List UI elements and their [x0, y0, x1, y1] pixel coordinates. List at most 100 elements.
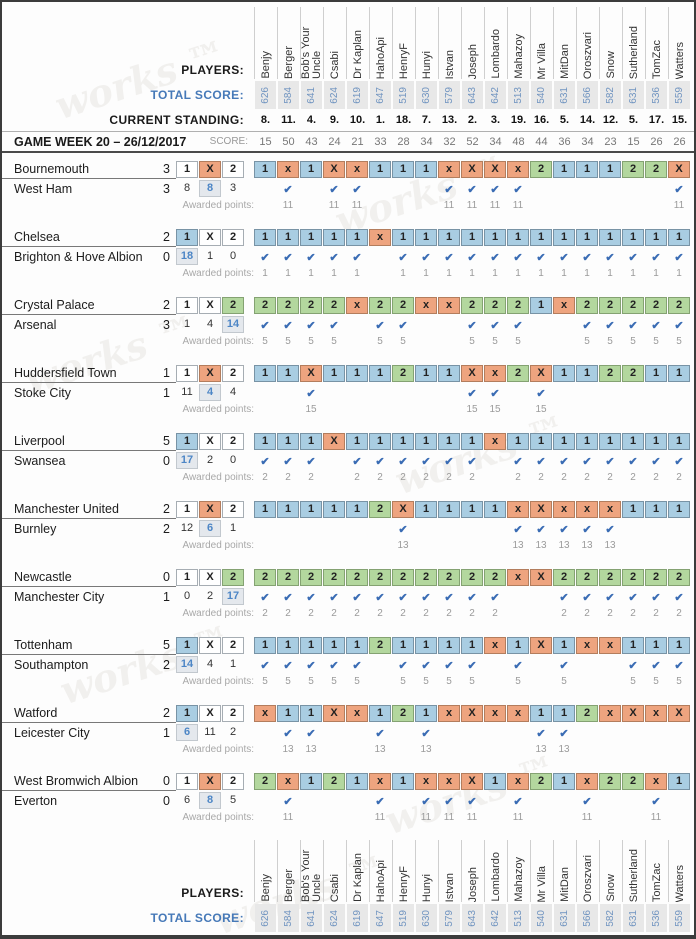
check-icon: ✔	[421, 252, 431, 264]
check-cell: ✔	[438, 588, 460, 605]
player-total-score: 641	[306, 909, 317, 927]
check-cell: ✔	[461, 452, 483, 469]
players-label: PLAYERS:	[181, 63, 244, 77]
player-total-score: 626	[260, 86, 271, 104]
prediction-cell: x	[438, 773, 460, 790]
check-icon: ✔	[283, 592, 293, 604]
awarded-points-value: 2	[676, 472, 682, 483]
player-name: TomZac	[650, 862, 663, 902]
player-total-cell: 630	[416, 81, 437, 109]
spacer	[245, 383, 254, 402]
home-team-score: 0	[163, 774, 170, 788]
away-team: Brighton & Hove Albion 0	[2, 247, 176, 266]
check-cell: ✔	[530, 248, 552, 265]
player-name-cell: Bob's Your Uncle	[300, 7, 323, 79]
player-name: TomZac	[650, 39, 663, 79]
player-name-cell: Snow	[599, 7, 622, 79]
prediction-cell: 2	[484, 569, 506, 586]
match-home-row: Chelsea 2 1 X 2 1 1 1 1 1 x 1 1 1 1 1 1 1 1 1 1 1 1 1	[2, 228, 694, 247]
result-header-cell: X	[199, 705, 221, 722]
result-header-cell: 2	[222, 637, 244, 654]
match-points-row: Awarded points: 11 11 11 11 11 11 11 11	[2, 198, 694, 213]
spacer	[245, 247, 254, 266]
awarded-points-value: 1	[515, 268, 521, 279]
check-cell: ✔	[300, 724, 322, 741]
check-icon: ✔	[444, 252, 454, 264]
check-cell: ✔	[369, 724, 391, 741]
home-team: Tottenham 5	[2, 636, 176, 655]
prediction-cell: X	[300, 365, 322, 382]
player-week-score: 26	[673, 135, 686, 148]
awarded-points-value: 15	[489, 404, 501, 415]
check-cell: ✔	[553, 656, 575, 673]
prediction-cell: 2	[346, 569, 368, 586]
check-cell	[507, 724, 529, 741]
check-cell: ✔	[507, 316, 529, 333]
prediction-cell: 1	[300, 161, 322, 178]
prediction-cell: 2	[599, 773, 621, 790]
away-team-name: Burnley	[14, 521, 57, 536]
prediction-cell: X	[392, 501, 414, 518]
player-total-cell: 631	[554, 904, 575, 932]
current-standing-row: CURRENT STANDING:8.11.4.9.10.1.18.7.13.2…	[2, 934, 694, 935]
check-icon: ✔	[260, 252, 270, 264]
spacer	[245, 704, 254, 723]
away-team: Manchester City 1	[2, 587, 176, 606]
check-cell: ✔	[254, 452, 276, 469]
prediction-cell: 1	[392, 773, 414, 790]
check-cell	[507, 588, 529, 605]
prediction-cell: 1	[323, 637, 345, 654]
prediction-count-cell: 11	[204, 726, 216, 738]
awarded-points-value: 1	[400, 268, 406, 279]
prediction-cell: 1	[438, 433, 460, 450]
home-team-name: Newcastle	[14, 570, 72, 584]
prediction-cell: X	[323, 161, 345, 178]
check-icon: ✔	[398, 252, 408, 264]
awarded-points-value: 5	[262, 676, 268, 687]
prediction-cell: x	[599, 637, 621, 654]
player-total-score: 631	[628, 86, 639, 104]
check-icon: ✔	[260, 660, 270, 672]
prediction-cell: 1	[254, 501, 276, 518]
player-name-cell: Dr Kaplan	[346, 840, 369, 902]
player-total-cell: 584	[278, 81, 299, 109]
check-icon: ✔	[421, 796, 431, 808]
check-cell: ✔	[323, 656, 345, 673]
awarded-points-value: 1	[538, 268, 544, 279]
current-standing-row: CURRENT STANDING:8.11.4.9.10.1.18.7.13.2…	[2, 111, 694, 128]
away-team: Swansea 0	[2, 451, 176, 470]
awarded-points-label: Awarded points:	[182, 404, 254, 415]
prediction-cell: 1	[369, 705, 391, 722]
prediction-cell: 1	[553, 433, 575, 450]
awarded-points-value: 11	[443, 200, 455, 211]
check-icon: ✔	[559, 252, 569, 264]
awarded-points-value: 5	[285, 336, 291, 347]
prediction-cell: 2	[622, 365, 644, 382]
prediction-cell: X	[461, 161, 483, 178]
prediction-cell: 2	[668, 569, 690, 586]
away-team-name: Stoke City	[14, 385, 71, 400]
prediction-cell: 2	[622, 161, 644, 178]
result-header-cell: 2	[222, 229, 244, 246]
prediction-cell: 2	[392, 365, 414, 382]
prediction-cell: 2	[507, 297, 529, 314]
check-cell	[599, 724, 621, 741]
check-cell: ✔	[645, 452, 667, 469]
prediction-cell: 1	[668, 773, 690, 790]
player-total-score: 579	[444, 86, 455, 104]
prediction-cell: x	[415, 297, 437, 314]
player-name-cell: Watters	[668, 840, 691, 902]
prediction-count-cell: 1	[183, 318, 191, 330]
player-standing: 7.	[421, 113, 432, 126]
player-total-score: 641	[306, 86, 317, 104]
prediction-cell: x	[507, 501, 529, 518]
check-cell: ✔	[300, 588, 322, 605]
match-away-row: Everton 0 6 8 5 ✔ ✔ ✔ ✔ ✔ ✔ ✔ ✔	[2, 791, 694, 810]
prediction-count-cell: 0	[183, 590, 191, 602]
check-icon: ✔	[421, 592, 431, 604]
check-icon: ✔	[329, 592, 339, 604]
check-icon: ✔	[467, 184, 477, 196]
prediction-cell: 1	[484, 229, 506, 246]
player-total-cell: 626	[255, 904, 276, 932]
check-cell: ✔	[599, 520, 621, 537]
